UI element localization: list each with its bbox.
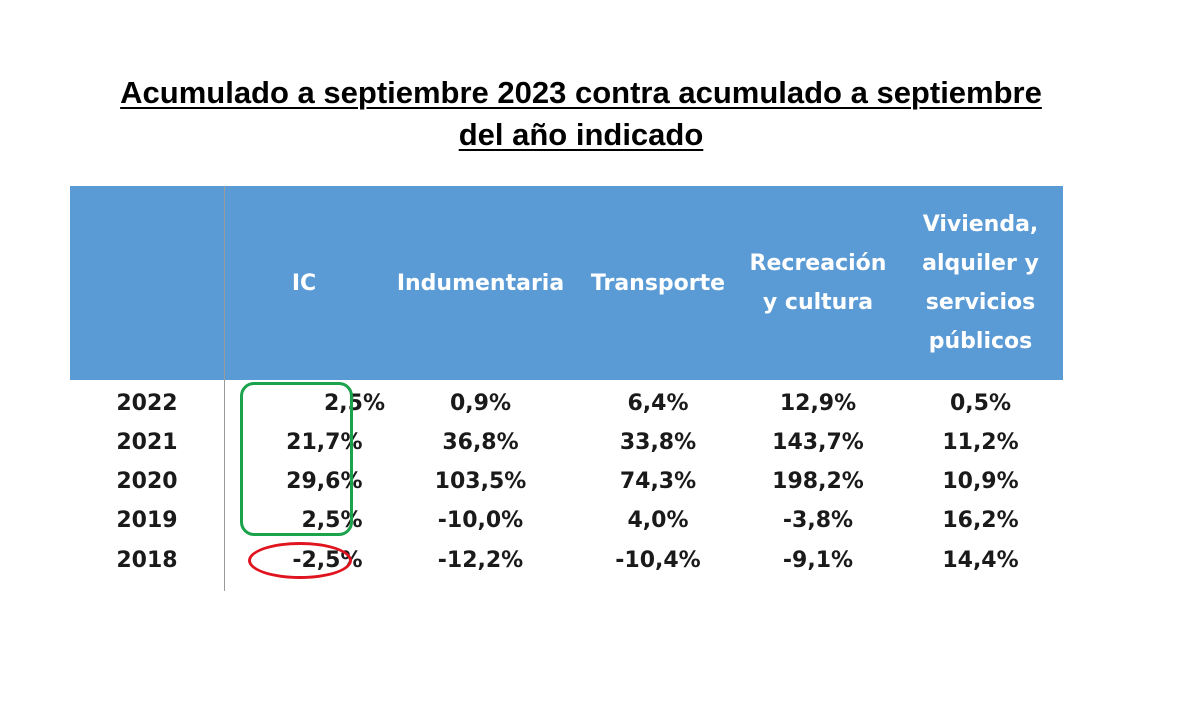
cell-indumentaria: -12,2%	[437, 548, 524, 573]
cell-recreacion: 143,7%	[772, 430, 864, 455]
cell-vivienda: 10,9%	[942, 469, 1019, 494]
row-year: 2022	[116, 391, 178, 416]
column-header-recreacion: Recreación y cultura	[738, 186, 898, 380]
cell-transporte: -10,4%	[615, 548, 701, 573]
column-header-vivienda-line-2: alquiler y	[922, 251, 1039, 276]
column-header-recreacion-line-2: y cultura	[762, 290, 874, 315]
table-row: 2020 29,6% 103,5% 74,3% 198,2% 10,9%	[0, 462, 1180, 501]
cell-transporte: 4,0%	[627, 508, 689, 533]
column-header-vivienda-line-3: servicios	[925, 290, 1036, 315]
row-year: 2020	[116, 469, 178, 494]
cell-indumentaria: -10,0%	[437, 508, 524, 533]
cell-ic-value: 29,6%	[286, 469, 363, 494]
page-title: Acumulado a septiembre 2023 contra acumu…	[0, 72, 1162, 156]
ic-highlight-red-ellipse	[248, 542, 352, 579]
table-row: 2018 -2,5% -12,2% -10,4% -9,1% 14,4%	[0, 541, 1180, 580]
cell-recreacion: -9,1%	[782, 548, 854, 573]
row-year: 2019	[116, 508, 178, 533]
column-header-indumentaria-label: Indumentaria	[396, 270, 565, 296]
column-header-recreacion-line-1: Recreación	[749, 251, 887, 276]
cell-ic-value: 2,5%	[323, 391, 385, 416]
column-header-vivienda: Vivienda, alquiler y servicios públicos	[898, 186, 1063, 380]
cell-vivienda: 11,2%	[942, 430, 1019, 455]
title-line-2: del año indicado	[458, 117, 704, 152]
cell-indumentaria: 0,9%	[449, 391, 511, 416]
table-row: 2021 21,7% 36,8% 33,8% 143,7% 11,2%	[0, 423, 1180, 462]
cell-ic-value: 21,7%	[286, 430, 363, 455]
row-year: 2021	[116, 430, 178, 455]
column-header-vivienda-line-1: Vivienda,	[922, 212, 1039, 237]
table-header-band	[70, 186, 1063, 380]
cell-recreacion: -3,8%	[782, 508, 854, 533]
table-row: 2019 2,5% -10,0% 4,0% -3,8% 16,2%	[0, 501, 1180, 540]
cell-recreacion: 12,9%	[779, 391, 857, 416]
column-header-indumentaria: Indumentaria	[383, 186, 578, 380]
year-column-divider	[224, 186, 225, 591]
cell-vivienda: 0,5%	[949, 391, 1011, 416]
cell-transporte: 33,8%	[619, 430, 697, 455]
cell-transporte: 6,4%	[627, 391, 689, 416]
cell-ic: 21,7%	[225, 423, 385, 462]
cell-vivienda: 14,4%	[942, 548, 1019, 573]
table-row: 2022 2,5% 0,9% 6,4% 12,9% 0,5%	[0, 384, 1180, 423]
cell-indumentaria: 103,5%	[434, 469, 527, 494]
cell-indumentaria: 36,8%	[442, 430, 519, 455]
cell-ic: 2,5%	[225, 384, 385, 423]
ic-highlight-green-box	[240, 382, 353, 536]
cell-ic: 29,6%	[225, 462, 385, 501]
title-line-1: Acumulado a septiembre 2023 contra acumu…	[120, 75, 1042, 110]
column-header-ic-label: IC	[291, 270, 317, 296]
column-header-transporte: Transporte	[578, 186, 738, 380]
row-year: 2018	[116, 548, 178, 573]
column-header-vivienda-line-4: públicos	[928, 329, 1033, 354]
column-header-ic: IC	[225, 186, 383, 380]
cell-vivienda: 16,2%	[942, 508, 1019, 533]
cell-transporte: 74,3%	[619, 469, 697, 494]
cell-recreacion: 198,2%	[772, 469, 864, 494]
column-header-transporte-label: Transporte	[590, 270, 726, 296]
